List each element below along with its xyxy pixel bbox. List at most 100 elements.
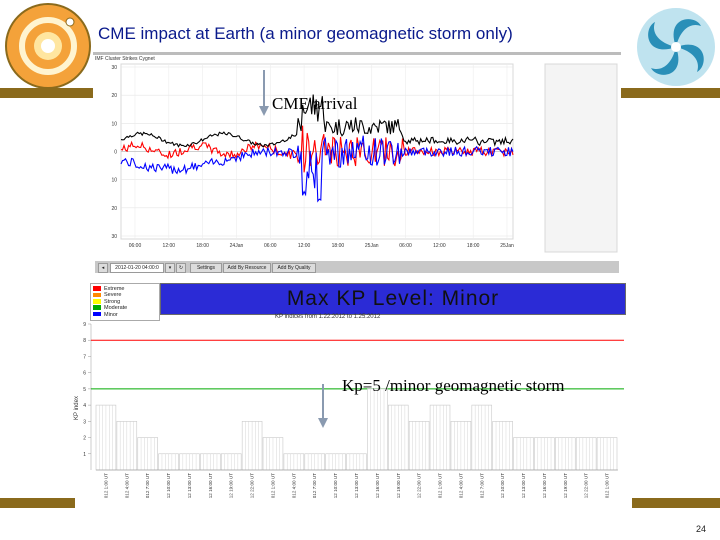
kp-x-tick: 1.23.2012 10:00 UT: [333, 473, 338, 498]
toolbar-settings-button[interactable]: Settings: [190, 263, 222, 273]
kp-bar: [262, 437, 284, 471]
kp-bar: [325, 453, 346, 471]
kp-x-tick: 1.24.2012 10:00 UT: [500, 473, 505, 498]
kp-x-tick: 1.24.2012 7:00 UT: [479, 473, 484, 498]
kp-x-tick: 1.24.2012 4:00 UT: [458, 473, 463, 498]
accent-bar-bottom-right: [632, 498, 720, 508]
imf-x-tick: 18:00: [196, 243, 209, 249]
kp-legend-swatch: [93, 286, 101, 291]
toolbar-date-field[interactable]: 2012-01-20 04:00:0: [110, 263, 164, 273]
kp-reference-lines: [91, 339, 624, 390]
imf-y-tick: 10: [111, 178, 117, 184]
imf-x-tick: 18:00: [332, 243, 345, 249]
imf-x-tick: 12:00: [298, 243, 311, 249]
kp-bar: [555, 437, 576, 471]
kp-x-tick: 1.23.2012 13:00 UT: [354, 473, 359, 498]
kp-x-tick: 1.23.2012 16:00 UT: [375, 473, 380, 498]
kp-bar: [137, 437, 158, 471]
imf-x-tick: 18:00: [467, 243, 480, 249]
kp-x-tick: 1.23.2012 4:00 UT: [291, 473, 296, 498]
kp-y-tick-labels: 1 2 3 4 5 6 7 8 9: [83, 322, 92, 470]
kp-x-tick: 1.24.2012 22:00 UT: [584, 473, 589, 498]
kp-y-tick: 1: [83, 452, 86, 458]
kp-x-tick: 1.24.2012 13:00 UT: [521, 473, 526, 498]
accent-bar-left: [0, 88, 95, 98]
kp-bar: [492, 421, 513, 471]
kp-y-tick: 4: [83, 403, 86, 409]
kp-x-tick: 1.22.2012 16:00 UT: [208, 473, 213, 498]
imf-series-lines: [120, 94, 514, 203]
kp-bar-chart: 1 2 3 4 5 6 7 8 9 1.22.2012 1:00 UT 1.22.2012 4:0…: [74, 322, 624, 498]
toolbar-prev-icon[interactable]: ◂: [98, 263, 108, 273]
kp-bar: [408, 421, 430, 471]
kp-bar: [200, 453, 221, 471]
sun-logo-icon: [5, 3, 91, 89]
kp-bar: [388, 404, 409, 471]
kp-legend-label: Moderate: [104, 305, 128, 312]
imf-chart-header: IMF Cluster Strikes Cygnet: [95, 56, 155, 62]
kp-legend-item: Moderate: [93, 305, 127, 311]
kp-x-tick: 1.23.2012 19:00 UT: [396, 473, 401, 498]
kp-x-tick: 1.25.2012 1:00 UT: [605, 473, 610, 498]
kp-bars: [95, 388, 618, 471]
kp-subtitle: KP indices from 1.22.2012 to 1.25.2012: [275, 314, 381, 320]
kp-x-tick: 1.23.2012 7:00 UT: [312, 473, 317, 498]
toolbar-refresh-icon[interactable]: ↻: [176, 263, 186, 273]
toolbar-add-by-quality-button[interactable]: Add By Quality: [272, 263, 316, 273]
kp-legend-item: Minor: [93, 312, 127, 318]
kp-bar: [596, 437, 618, 471]
imf-line-chart: 30 20 10 0 10 20 30 06:00 12:00 18:00 24Jan 06:00 1…: [111, 63, 618, 253]
imf-x-tick: 06:00: [399, 243, 412, 249]
imf-chart-top-border: [93, 52, 621, 55]
imf-series-line: [120, 135, 514, 203]
imf-x-tick: 06:00: [264, 243, 277, 249]
kp-y-tick: 3: [83, 419, 86, 425]
kp-bar: [116, 421, 138, 471]
imf-x-tick: 12:00: [163, 243, 176, 249]
kp-x-tick: 1.24.2012 16:00 UT: [542, 473, 547, 498]
kp-legend-label: Severe: [104, 292, 122, 299]
swirl-logo-icon: [637, 8, 715, 86]
kp-bar: [283, 453, 305, 471]
toolbar-calendar-icon[interactable]: ▾: [165, 263, 175, 273]
cme-arrival-label: CME arrival: [272, 94, 358, 113]
kp-bar: [95, 404, 117, 471]
kp-bar: [220, 453, 242, 471]
down-arrow-icon: [259, 70, 269, 116]
imf-x-tick: 12:00: [433, 243, 446, 249]
kp-x-tick: 1.22.2012 7:00 UT: [145, 473, 150, 498]
slide-title: CME impact at Earth (a minor geomagnetic…: [98, 24, 513, 43]
imf-x-tick-labels: 06:00 12:00 18:00 24Jan 06:00 12:00 18:00 25Jan…: [129, 243, 514, 249]
kp-bar: [450, 421, 472, 471]
accent-bar-right: [620, 88, 720, 98]
kp-y-tick: 6: [83, 371, 86, 377]
kp-x-tick: 1.24.2012 1:00 UT: [438, 473, 443, 498]
toolbar-add-by-resource-button[interactable]: Add By Resource: [223, 263, 271, 273]
imf-y-tick: 10: [111, 121, 117, 127]
kp-banner: Max KP Level: Minor: [160, 283, 626, 315]
kp-x-tick: 1.22.2012 19:00 UT: [229, 473, 234, 498]
kp-y-tick: 5: [83, 387, 86, 393]
kp-legend-item: Extreme: [93, 286, 127, 292]
imf-x-tick: 06:00: [129, 243, 142, 249]
kp-storm-label: Kp=5 /minor geomagnetic storm: [342, 376, 565, 395]
kp-bar: [429, 404, 451, 471]
kp-y-tick: 7: [83, 354, 86, 360]
kp-bar: [367, 388, 388, 471]
kp-legend-list: Extreme Severe Strong Moderate Minor: [93, 286, 127, 318]
kp-x-tick: 1.22.2012 4:00 UT: [124, 473, 129, 498]
kp-legend-box: Extreme Severe Strong Moderate Minor: [90, 283, 160, 321]
imf-y-tick: 30: [111, 65, 117, 71]
imf-x-tick: 25Jan: [500, 243, 514, 249]
imf-x-tick: 25Jan: [365, 243, 379, 249]
kp-x-tick: 1.22.2012 10:00 UT: [166, 473, 171, 498]
kp-y-tick: 2: [83, 436, 86, 442]
imf-y-tick: 20: [111, 93, 117, 99]
kp-legend-item: Strong: [93, 299, 127, 305]
imf-x-tick: 24Jan: [230, 243, 244, 249]
imf-y-tick: 0: [114, 150, 117, 156]
kp-legend-swatch: [93, 305, 101, 310]
kp-bar: [513, 437, 534, 471]
kp-y-tick: 9: [83, 322, 86, 328]
slide-number: 24: [695, 524, 706, 534]
